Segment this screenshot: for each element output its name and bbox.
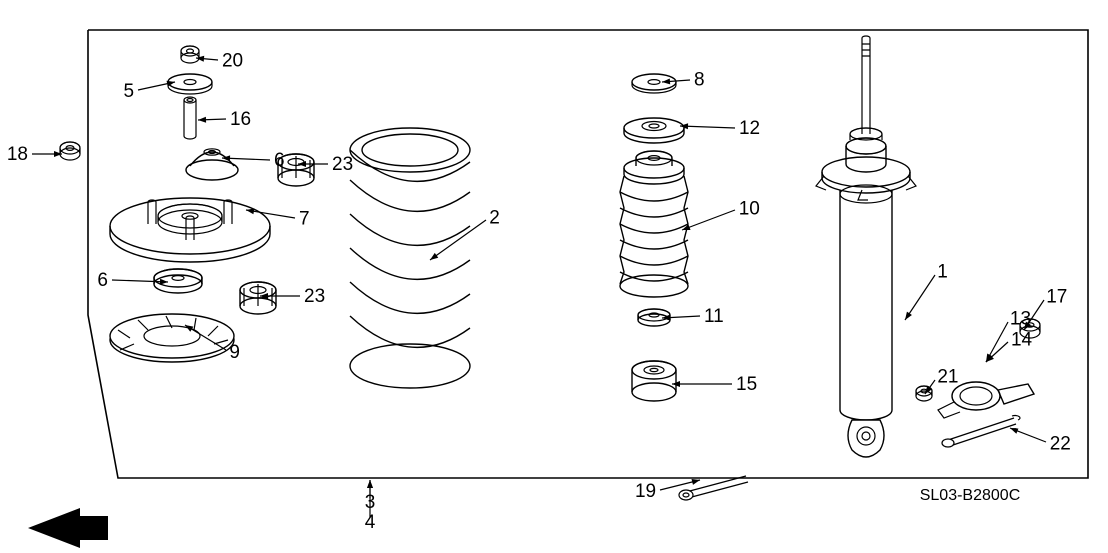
callout-label: 14	[1011, 329, 1033, 350]
callout-label: 17	[1046, 287, 1067, 308]
part-1-shock-absorber	[816, 36, 916, 457]
callout-label: 22	[1050, 433, 1071, 454]
callout-leader	[430, 220, 486, 260]
callout-label: 2	[489, 208, 500, 229]
callout-label: 4	[365, 512, 376, 533]
callout-arrowhead	[1010, 428, 1019, 434]
callout-label: 5	[124, 81, 135, 102]
callout-arrowhead	[692, 479, 700, 485]
callout-leader	[905, 275, 935, 320]
callout-label: 15	[736, 374, 757, 395]
callout-arrowhead	[198, 117, 206, 123]
callout-label: 21	[937, 367, 958, 388]
callout-label: 20	[222, 50, 243, 71]
callout-label: 8	[694, 70, 705, 91]
callout-label: 12	[739, 118, 760, 139]
callout-label: 6	[274, 150, 285, 171]
part-9-spring-seat	[110, 314, 234, 362]
part-16-sleeve	[184, 97, 196, 139]
callout-label: 23	[332, 154, 353, 175]
part-12-cup	[624, 118, 684, 143]
callout-label: 6	[97, 270, 108, 291]
callout-label: 7	[299, 209, 310, 230]
part-23-bumpstop-lower	[240, 282, 276, 314]
part-22-bolt	[942, 416, 1020, 447]
callout-label: 23	[304, 286, 325, 307]
callout-label: 18	[7, 144, 28, 165]
part-20-nut	[181, 46, 199, 63]
callout-arrowhead	[367, 480, 373, 488]
part-7-mount-plate	[110, 198, 270, 262]
part-18-nut	[60, 142, 80, 160]
part-10-dust-boot	[620, 151, 688, 297]
diagram-reference-code: SL03-B2800C	[920, 487, 1021, 504]
part-15-bushing	[632, 361, 676, 401]
callout-label: 16	[230, 109, 251, 130]
callout-label: 11	[704, 306, 724, 327]
callout-leader	[682, 210, 735, 230]
svg-text:FR.: FR.	[50, 519, 77, 538]
part-19-bolt	[679, 476, 748, 500]
callout-arrowhead	[905, 312, 912, 320]
callout-label: 9	[229, 342, 240, 363]
callout-arrowhead	[430, 253, 438, 260]
callout-label: 1	[937, 262, 948, 283]
part-2-coil-spring	[350, 128, 470, 388]
callout-leader	[680, 126, 735, 128]
part-6-bushing-upper	[186, 149, 238, 180]
part-5-washer	[168, 74, 212, 94]
callout-label: 10	[739, 199, 760, 220]
callout-label: 19	[635, 481, 656, 502]
front-direction-arrow: FR.	[28, 508, 108, 548]
callout-arrowhead	[298, 161, 306, 167]
